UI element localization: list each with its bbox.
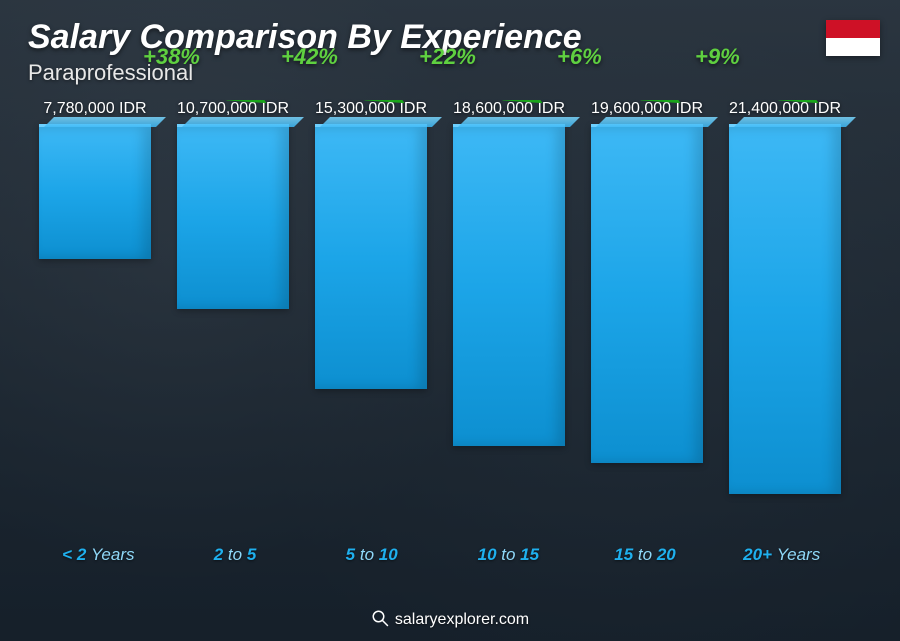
x-axis-label: 20+ Years	[713, 545, 850, 571]
chart-area: 7,780,000 IDR 10,700,000 IDR 15,300,000 ID…	[30, 100, 850, 571]
bar-group: 18,600,000 IDR	[444, 100, 574, 541]
magnifier-icon	[371, 609, 389, 627]
increment-pct-label: +42%	[281, 44, 338, 70]
bar	[591, 124, 703, 463]
content-layer: Salary Comparison By Experience Paraprof…	[0, 0, 900, 641]
bar-group: 15,300,000 IDR	[306, 100, 436, 541]
country-flag-indonesia	[826, 20, 880, 56]
flag-stripe-bottom	[826, 38, 880, 56]
bar	[315, 124, 427, 389]
bar-group: 10,700,000 IDR	[168, 100, 298, 541]
bar-value-label: 21,400,000 IDR	[729, 100, 841, 118]
bar-group: 19,600,000 IDR	[582, 100, 712, 541]
bar-group: 7,780,000 IDR	[30, 100, 160, 541]
increment-pct-label: +22%	[419, 44, 476, 70]
increment-pct-label: +6%	[557, 44, 602, 70]
x-axis-label: 5 to 10	[303, 545, 440, 571]
flag-stripe-top	[826, 20, 880, 38]
bar-value-label: 15,300,000 IDR	[315, 100, 427, 118]
x-axis-label: < 2 Years	[30, 545, 167, 571]
bar-value-label: 19,600,000 IDR	[591, 100, 703, 118]
x-axis-labels: < 2 Years2 to 55 to 1010 to 1515 to 2020…	[30, 545, 850, 571]
bar	[39, 124, 151, 259]
x-axis-label: 2 to 5	[167, 545, 304, 571]
x-axis-label: 10 to 15	[440, 545, 577, 571]
footer-text: salaryexplorer.com	[395, 611, 529, 628]
bars-container: 7,780,000 IDR 10,700,000 IDR 15,300,000 ID…	[30, 100, 850, 541]
bar	[729, 124, 841, 494]
bar-value-label: 7,780,000 IDR	[43, 100, 146, 118]
bar	[177, 124, 289, 309]
increment-pct-label: +38%	[143, 44, 200, 70]
bar-value-label: 18,600,000 IDR	[453, 100, 565, 118]
x-axis-label: 15 to 20	[577, 545, 714, 571]
bar-group: 21,400,000 IDR	[720, 100, 850, 541]
increment-pct-label: +9%	[695, 44, 740, 70]
bar	[453, 124, 565, 446]
footer: salaryexplorer.com	[0, 609, 900, 629]
bar-value-label: 10,700,000 IDR	[177, 100, 289, 118]
